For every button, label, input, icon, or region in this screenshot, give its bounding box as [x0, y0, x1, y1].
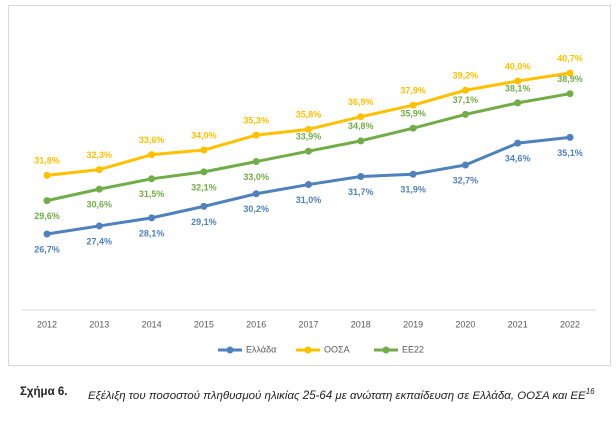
data-point [200, 146, 208, 154]
data-point [514, 139, 522, 147]
data-point [566, 90, 574, 98]
x-tick-label: 2021 [508, 319, 528, 329]
x-tick-label: 2017 [298, 319, 318, 329]
data-label: 34,8% [348, 121, 374, 131]
data-point [252, 158, 260, 166]
caption-label: Σχήμα 6. [20, 386, 68, 398]
data-label: 33,9% [296, 132, 322, 142]
data-point [148, 175, 156, 183]
x-tick-label: 2020 [455, 319, 475, 329]
x-tick-label: 2016 [246, 319, 266, 329]
x-tick-label: 2015 [194, 319, 214, 329]
data-label: 40,0% [505, 61, 531, 71]
data-label: 30,2% [243, 204, 269, 214]
data-label: 32,3% [87, 150, 113, 160]
data-point [43, 197, 51, 205]
data-point [200, 168, 208, 176]
data-point [409, 124, 417, 132]
data-label: 31,9% [400, 185, 426, 195]
data-point [409, 170, 417, 178]
data-label: 29,1% [191, 217, 217, 227]
x-tick-label: 2018 [351, 319, 371, 329]
caption-text: Εξέλιξη του ποσοστού πληθυσμού ηλικίας 2… [88, 389, 586, 402]
data-point [305, 125, 312, 133]
data-label: 39,2% [453, 71, 479, 81]
data-point [514, 77, 522, 85]
data-label: 31,8% [34, 156, 60, 166]
data-point [252, 190, 260, 198]
data-label: 31,0% [296, 195, 322, 205]
data-point [148, 151, 156, 159]
data-label: 37,9% [400, 86, 426, 96]
data-point [252, 131, 260, 139]
data-point [305, 147, 312, 155]
data-label: 36,9% [348, 97, 374, 107]
data-point [200, 202, 208, 210]
data-label: 32,7% [453, 175, 479, 185]
data-point [43, 230, 51, 238]
data-point [43, 171, 51, 179]
data-point [95, 185, 103, 193]
data-label: 26,7% [34, 244, 60, 254]
x-tick-label: 2019 [403, 319, 423, 329]
x-tick-label: 2022 [560, 319, 580, 329]
data-point [566, 133, 574, 141]
data-point [148, 214, 156, 222]
data-label: 37,1% [453, 95, 479, 105]
data-label: 38,1% [505, 83, 531, 93]
data-label: 35,1% [557, 148, 583, 158]
data-label: 35,9% [400, 109, 426, 119]
legend-label: Ελλάδα [246, 344, 276, 354]
legend-label: ΟΟΣΑ [324, 344, 350, 354]
data-label: 33,6% [139, 135, 165, 145]
data-point [357, 113, 365, 121]
data-label: 30,6% [87, 200, 113, 210]
data-label: 40,7% [557, 53, 583, 63]
data-point [95, 166, 103, 174]
x-tick-label: 2014 [142, 319, 162, 329]
data-point [514, 99, 522, 107]
data-label: 33,0% [243, 172, 269, 182]
data-point [409, 101, 417, 109]
x-tick-label: 2012 [37, 319, 57, 329]
legend-marker [226, 346, 234, 354]
data-point [95, 222, 103, 230]
data-label: 35,8% [296, 110, 322, 120]
data-point [461, 86, 469, 94]
chart: 2012 2013 2014 2015 2016 2017 2018 2019 2020 2021… [8, 5, 611, 366]
data-point [461, 110, 469, 118]
data-label: 38,9% [557, 74, 583, 84]
data-label: 29,6% [34, 211, 60, 221]
data-point [566, 69, 574, 77]
data-label: 35,3% [243, 115, 269, 125]
data-label: 27,4% [87, 236, 113, 246]
data-point [305, 181, 312, 189]
data-point [461, 161, 469, 169]
legend-marker [304, 346, 312, 354]
legend-label: ΕΕ22 [402, 344, 424, 354]
data-point [357, 173, 365, 180]
data-label: 32,1% [191, 182, 217, 192]
caption-footnote: 16 [585, 387, 595, 396]
data-label: 31,5% [139, 189, 165, 199]
data-label: 28,1% [139, 228, 165, 238]
x-tick-label: 2013 [89, 319, 109, 329]
caption: Εξέλιξη του ποσοστού πληθυσμού ηλικίας 2… [88, 384, 603, 404]
data-point [357, 137, 365, 145]
data-label: 31,7% [348, 187, 374, 197]
data-label: 34,0% [191, 130, 217, 140]
data-label: 34,6% [505, 154, 531, 164]
legend-marker [382, 346, 390, 354]
